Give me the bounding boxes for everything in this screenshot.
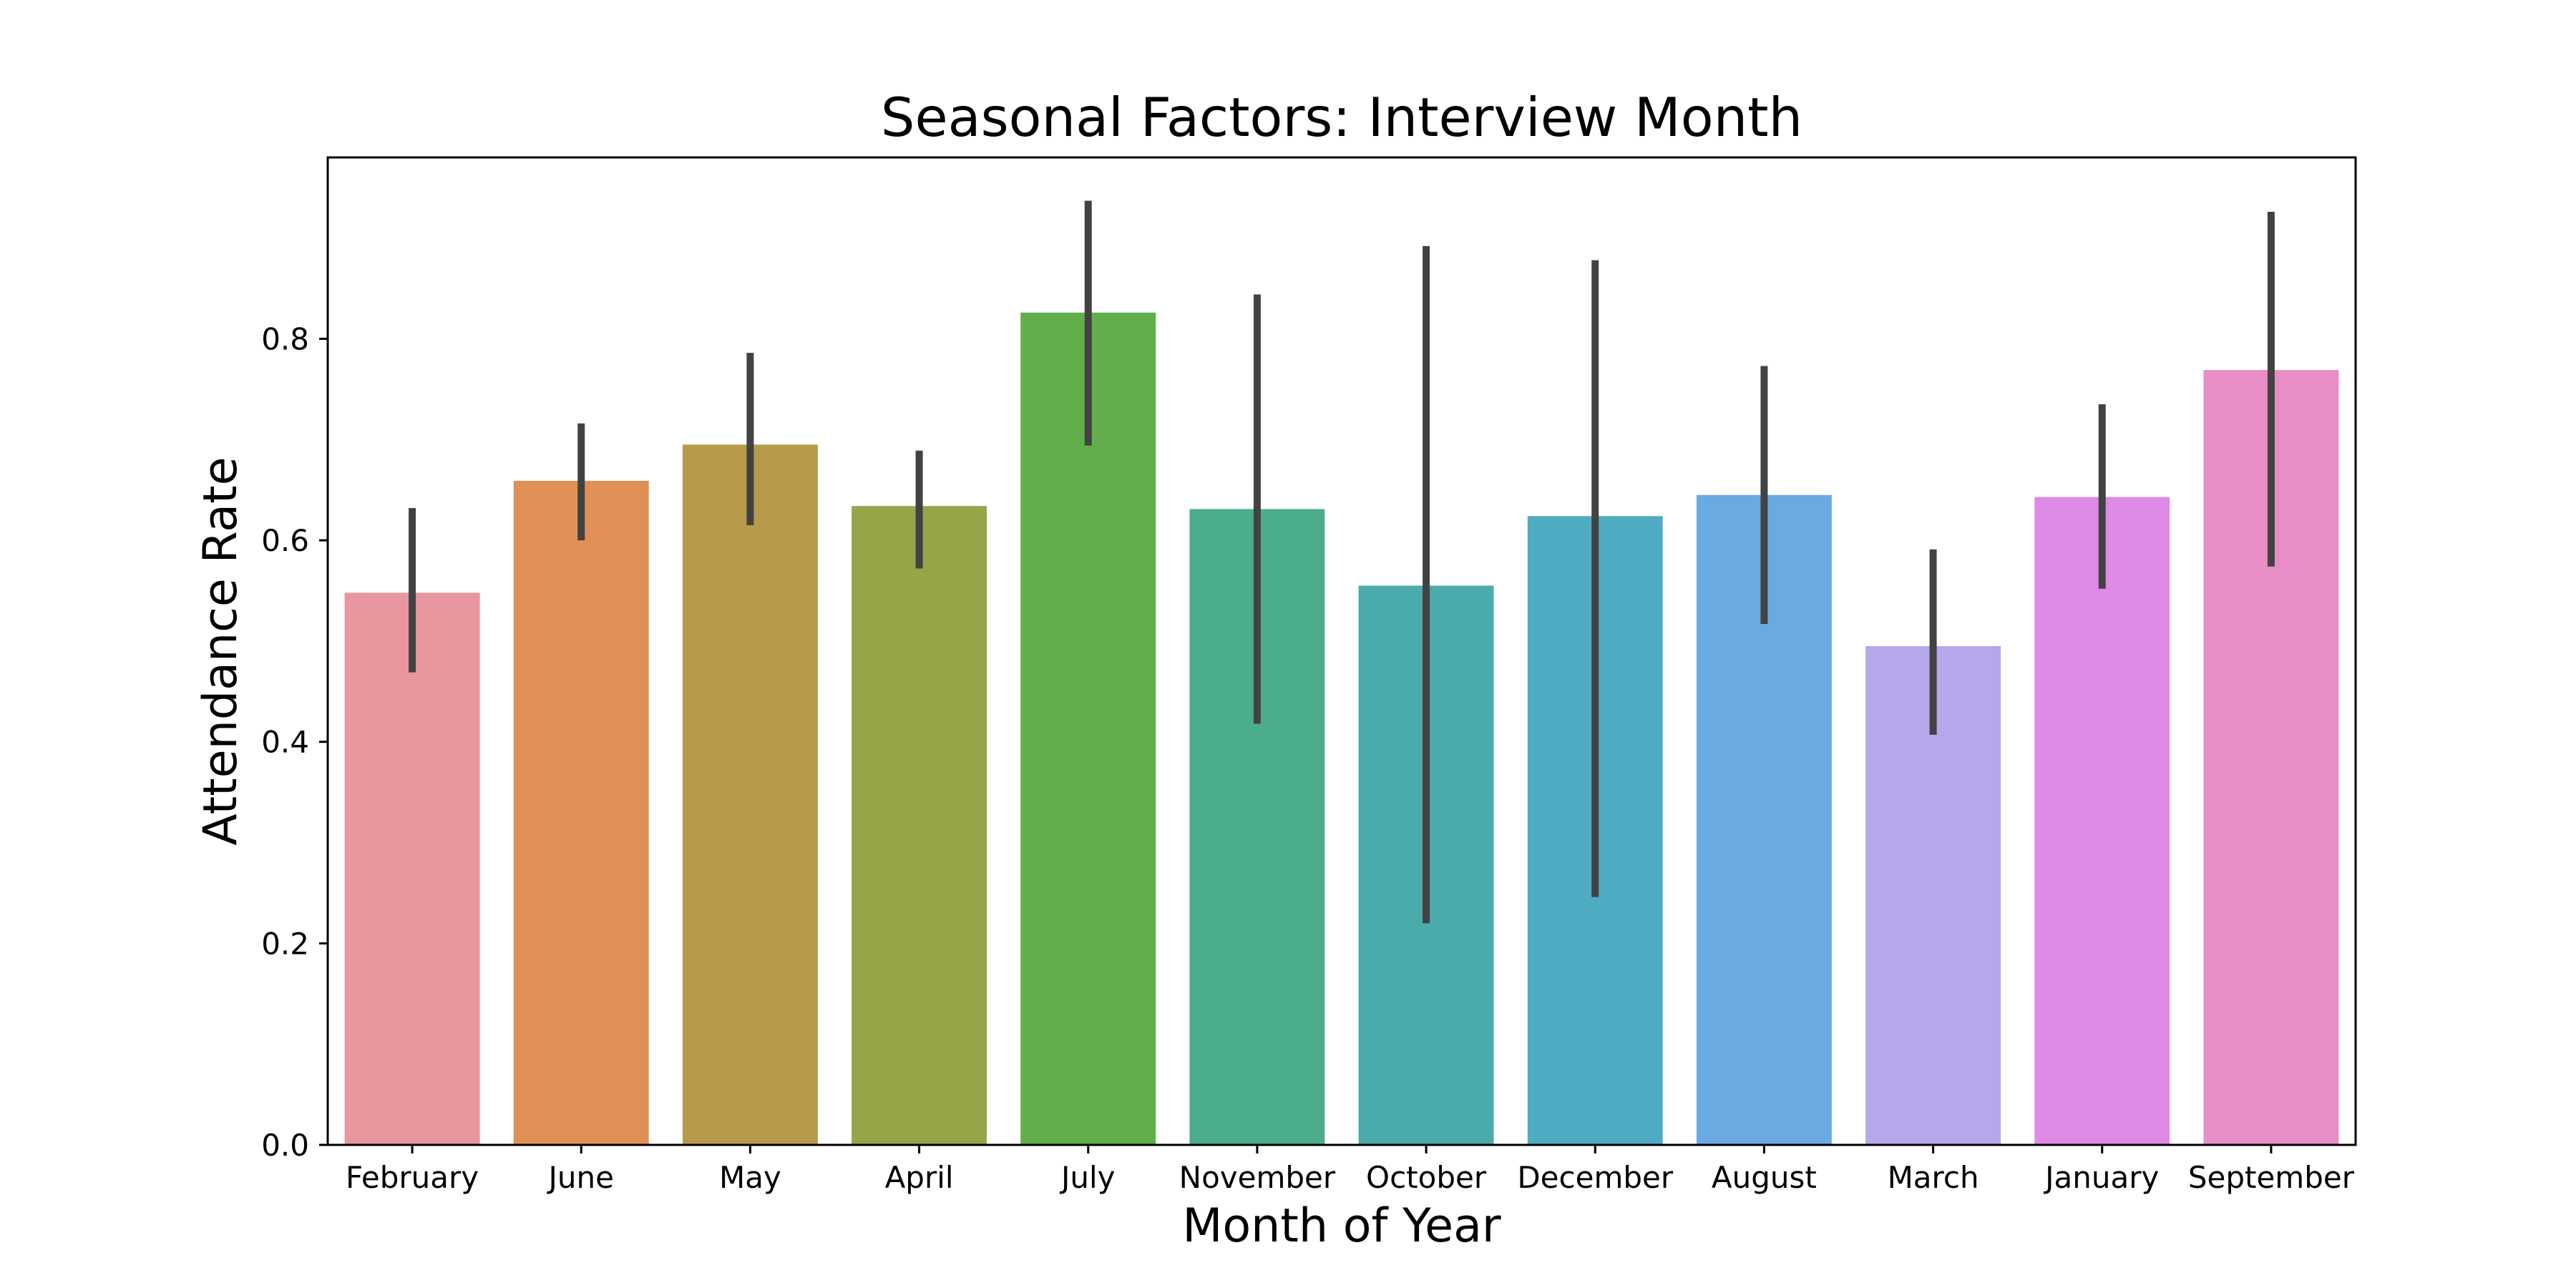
bar-april (852, 506, 987, 1145)
y-axis-label: Attendance Rate (194, 457, 248, 845)
y-tick-label: 0.0 (261, 1128, 309, 1163)
x-tick-label: January (2043, 1160, 2159, 1195)
y-tick-label: 0.6 (261, 523, 309, 558)
y-tick-label: 0.4 (261, 725, 309, 760)
x-axis-label: Month of Year (1182, 1199, 1501, 1253)
y-tick-label: 0.8 (261, 321, 309, 356)
x-tick-label: March (1888, 1160, 1979, 1195)
x-tick-label: July (1059, 1160, 1116, 1195)
bar-june (513, 481, 649, 1145)
x-tick-label: August (1712, 1160, 1817, 1195)
x-tick-label: April (885, 1160, 954, 1195)
chart-title: Seasonal Factors: Interview Month (881, 86, 1802, 149)
x-tick-label: December (1517, 1160, 1674, 1195)
bar-july (1020, 312, 1156, 1145)
plot-frame (326, 156, 2357, 1146)
bar-february (344, 592, 480, 1145)
bars (344, 312, 2339, 1145)
x-axis: February June May April July November October D… (346, 1145, 2355, 1195)
error-bars (409, 200, 2275, 924)
x-tick-label: September (2188, 1160, 2355, 1195)
bar-may (682, 444, 818, 1145)
x-tick-label: May (719, 1160, 781, 1195)
bar-january (2034, 497, 2170, 1145)
x-tick-label: June (547, 1160, 614, 1195)
x-tick-label: February (346, 1160, 479, 1195)
x-tick-label: November (1179, 1160, 1336, 1195)
y-axis: 0.0 0.2 0.4 0.6 0.8 (261, 321, 328, 1163)
y-tick-label: 0.2 (261, 926, 309, 961)
x-tick-label: October (1366, 1160, 1487, 1195)
